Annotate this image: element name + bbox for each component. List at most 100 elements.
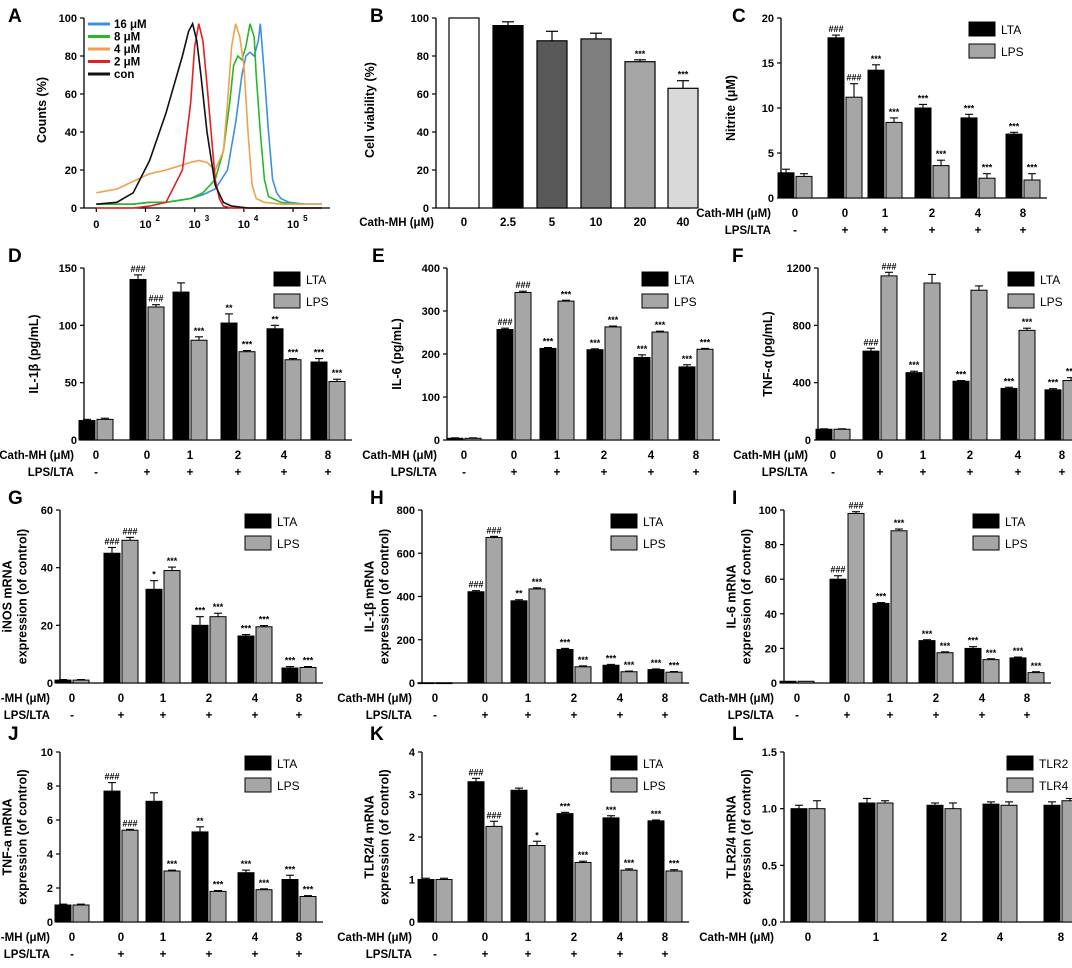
stimulus-label: + — [617, 710, 624, 722]
significance-label: *** — [651, 809, 662, 819]
y-tick-label: 40 — [41, 563, 53, 575]
bar-lps — [299, 896, 317, 923]
significance-label: * — [535, 830, 539, 840]
legend-label: LPS — [643, 537, 666, 551]
stim-row-label: LPS/LTA — [4, 710, 50, 722]
bar-lta — [417, 879, 435, 923]
stimulus-label: + — [601, 467, 608, 479]
bar-lta — [777, 172, 795, 199]
stimulus-label: + — [887, 710, 894, 722]
significance-label: ### — [848, 501, 863, 511]
x-tick-label: 0 — [432, 693, 438, 705]
bar-lps — [574, 666, 592, 684]
y-tick-label: 0 — [434, 435, 440, 447]
stimulus-label: + — [648, 467, 655, 479]
significance-label: *** — [606, 805, 617, 815]
stimulus-label: + — [252, 710, 259, 722]
bar-lta — [310, 361, 328, 441]
x-tick-label: 1 — [160, 932, 167, 944]
significance-label: ### — [486, 810, 501, 820]
significance-label: * — [152, 570, 156, 580]
significance-label: *** — [285, 656, 296, 666]
bar-lta — [510, 789, 528, 923]
stimulus-label: + — [525, 710, 532, 722]
x-tick-label: 4 — [997, 932, 1004, 944]
x-tick-label: 10 — [287, 219, 299, 231]
x-tick-label: 4 — [252, 693, 259, 705]
significance-label: *** — [678, 70, 689, 80]
x-tick-label: 0 — [844, 693, 850, 705]
x-tick-exponent: 2 — [156, 214, 161, 223]
y-tick-label: 4 — [409, 747, 416, 759]
bar-lta — [129, 278, 147, 441]
stimulus-label: - — [793, 225, 797, 237]
x-axis-label: Cath-MH (μM) — [733, 450, 808, 462]
y-tick-label: 60 — [417, 89, 429, 101]
significance-label: ** — [515, 589, 523, 599]
x-tick-label: 1 — [525, 932, 532, 944]
panel-label: C — [732, 6, 746, 27]
y-tick-label: 3 — [409, 790, 415, 802]
x-axis-label: Cath-MH (μM) — [699, 693, 774, 705]
stimulus-label: + — [693, 467, 700, 479]
bar-lps — [255, 626, 273, 684]
bar-lta — [54, 904, 72, 923]
bar-lta — [602, 817, 620, 923]
significance-label: *** — [922, 629, 933, 639]
stimulus-label: + — [325, 467, 332, 479]
significance-label: *** — [637, 344, 648, 354]
bar-lta — [467, 591, 485, 684]
legend-swatch-lta — [972, 513, 1000, 529]
y-tick-label: 0 — [409, 678, 415, 690]
stimulus-label: + — [482, 710, 489, 722]
bar-lps — [651, 331, 669, 441]
bar-lps — [557, 300, 575, 441]
y-tick-label: 15 — [762, 58, 774, 70]
x-tick-label: 0 — [93, 450, 99, 462]
x-tick-label: 8 — [325, 450, 332, 462]
legend-label: LTA — [643, 515, 663, 529]
bar-lta — [237, 872, 255, 923]
legend-swatch-lps — [1007, 293, 1035, 309]
x-tick-label: 0 — [792, 208, 798, 220]
x-tick-label: 0 — [794, 693, 800, 705]
y-tick-label: 2 — [409, 832, 415, 844]
y-tick-label: 20 — [65, 165, 77, 177]
x-tick-label: 2 — [929, 208, 935, 220]
y-tick-label: 0 — [423, 203, 429, 215]
significance-label: *** — [871, 54, 882, 64]
stimulus-label: + — [877, 467, 884, 479]
y-tick-label: 6 — [47, 815, 53, 827]
bar-lta — [281, 667, 299, 684]
significance-label: *** — [624, 660, 635, 670]
y-tick-label: 800 — [397, 505, 415, 517]
bar-tlr4 — [944, 808, 962, 923]
bar-tlr2 — [790, 808, 808, 923]
significance-label: ### — [468, 767, 483, 777]
significance-label: *** — [167, 859, 178, 869]
x-tick-label: 2 — [601, 450, 607, 462]
y-axis-label: TNF-α (pg/mL) — [761, 311, 775, 396]
x-tick-label: 1 — [160, 693, 167, 705]
y-tick-label: 10 — [762, 103, 774, 115]
legend-label: LTA — [1040, 273, 1060, 287]
bar-tlr2 — [858, 802, 876, 923]
bar-lps — [255, 889, 273, 923]
x-axis-label: Cath-MH (μM) — [0, 450, 74, 462]
stimulus-label: + — [118, 949, 125, 961]
bar-lta — [918, 640, 936, 684]
bar-lps — [970, 289, 988, 441]
x-tick-label: 4 — [281, 450, 288, 462]
legend-label: LPS — [1001, 45, 1024, 59]
bar-lta — [467, 781, 485, 923]
y-tick-label: 1.5 — [762, 747, 777, 759]
x-tick-label: 2 — [967, 450, 973, 462]
stimulus-label: + — [844, 710, 851, 722]
significance-label: *** — [194, 326, 205, 336]
y-tick-label: 60 — [41, 505, 53, 517]
legend-swatch-lps — [610, 777, 638, 793]
bar-lps — [890, 530, 908, 684]
significance-label: ### — [122, 526, 137, 536]
x-tick-label: 8 — [296, 693, 303, 705]
